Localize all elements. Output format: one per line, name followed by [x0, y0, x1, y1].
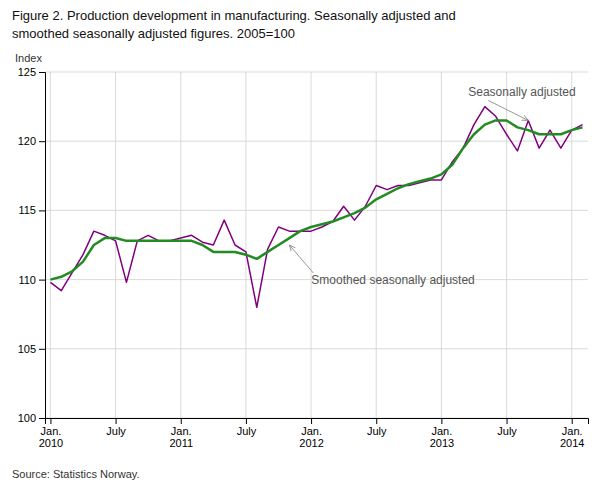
source: Source: Statistics Norway. — [12, 468, 140, 480]
y-tick-mark — [39, 210, 45, 211]
x-tick-mark — [572, 418, 573, 424]
x-tick: Jan.2014 — [560, 418, 584, 449]
y-tick-mark — [39, 349, 45, 350]
annotation-text: Seasonally adjusted — [468, 85, 575, 99]
plot: 100105110115120125Jan.2010JulyJan.2011Ju… — [18, 66, 589, 449]
grid-line-x — [376, 72, 377, 418]
text-line: 2010 — [39, 437, 63, 449]
x-tick: July — [106, 418, 126, 437]
x-tick-label: July — [237, 425, 257, 437]
series-line — [50, 107, 582, 308]
y-tick-label: 120 — [18, 135, 36, 147]
x-tick-mark — [376, 418, 377, 424]
x-tick-label: July — [497, 425, 517, 437]
annotation-arrow — [488, 100, 528, 120]
x-tick-mark — [116, 418, 117, 424]
y-tick-label: 100 — [18, 412, 36, 424]
annotation-text: Smoothed seasonally adjusted — [311, 273, 474, 287]
axis-line — [46, 419, 589, 425]
y-tick-mark — [39, 418, 45, 419]
grid-line-x — [506, 72, 507, 418]
chart: Figure 2. Production development in manu… — [0, 0, 610, 488]
annotation-arrow — [289, 245, 313, 273]
x-axis: Jan.2010JulyJan.2011JulyJan.2012JulyJan.… — [39, 418, 589, 449]
x-tick: July — [367, 418, 387, 437]
y-tick: 115 — [18, 204, 45, 216]
y-axis: 100 105 110 115 120 125 — [18, 66, 46, 424]
y-tick-mark — [39, 72, 45, 73]
grid — [45, 72, 588, 418]
x-tick: July — [237, 418, 257, 437]
x-tick: Jan.2011 — [169, 418, 193, 449]
x-tick-label: Jan.2013 — [430, 425, 454, 450]
text-line: 2011 — [169, 437, 193, 449]
x-tick-label: Jan.2012 — [299, 425, 323, 450]
x-tick: Jan.2013 — [430, 418, 454, 449]
y-axis-label: Index — [15, 52, 42, 64]
y-tick-label: 125 — [18, 66, 36, 78]
x-tick: Jan.2012 — [299, 418, 323, 449]
x-tick-label: Jan.2011 — [169, 425, 193, 450]
x-tick-mark — [441, 418, 442, 424]
x-tick-mark — [246, 418, 247, 424]
text-line: 2013 — [430, 437, 454, 449]
text-line: Jan. — [171, 425, 192, 437]
x-tick-label: July — [367, 425, 387, 437]
lines — [50, 107, 582, 308]
x-tick: Jan.2010 — [39, 418, 63, 449]
text-line: Jan. — [301, 425, 322, 437]
x-tick-mark — [181, 418, 182, 424]
annotations: Seasonally adjusted Smoothed seasonally a… — [289, 85, 575, 286]
x-tick-label: July — [106, 425, 126, 437]
grid-line-x — [571, 72, 572, 418]
text-line: July — [106, 425, 126, 437]
text-line: 2012 — [299, 437, 323, 449]
title: Figure 2. Production development in manu… — [12, 8, 456, 41]
x-tick-mark — [50, 418, 51, 424]
y-tick-mark — [39, 280, 45, 281]
text-line: July — [497, 425, 517, 437]
text-line: July — [237, 425, 257, 437]
x-tick-mark — [507, 418, 508, 424]
x-tick: July — [497, 418, 517, 437]
x-tick-label: Jan.2010 — [39, 425, 63, 450]
y-tick: 125 — [18, 66, 45, 78]
y-tick: 120 — [18, 135, 45, 147]
series-line — [50, 120, 582, 279]
y-tick-label: 110 — [18, 274, 36, 286]
x-tick-mark — [311, 418, 312, 424]
text-line: Jan. — [41, 425, 62, 437]
text-line: July — [367, 425, 387, 437]
y-tick: 110 — [18, 274, 45, 286]
text-line: Jan. — [431, 425, 452, 437]
text-line: 2014 — [560, 437, 584, 449]
x-tick-label: Jan.2014 — [560, 425, 584, 450]
text-line: Figure 2. Production development in manu… — [12, 8, 456, 23]
grid-line-x — [180, 72, 181, 418]
grid-line-x — [245, 72, 246, 418]
y-tick: 105 — [18, 343, 45, 355]
axis-line — [39, 73, 46, 419]
y-tick-label: 105 — [18, 343, 36, 355]
text-line: smoothed seasonally adjusted figures. 20… — [12, 26, 295, 41]
text-line: Jan. — [562, 425, 583, 437]
y-tick-label: 115 — [18, 204, 36, 216]
y-tick-mark — [39, 141, 45, 142]
grid-line-x — [311, 72, 312, 418]
y-tick: 100 — [18, 412, 45, 424]
grid-line-x — [441, 72, 442, 418]
grid-line-x — [50, 72, 51, 418]
